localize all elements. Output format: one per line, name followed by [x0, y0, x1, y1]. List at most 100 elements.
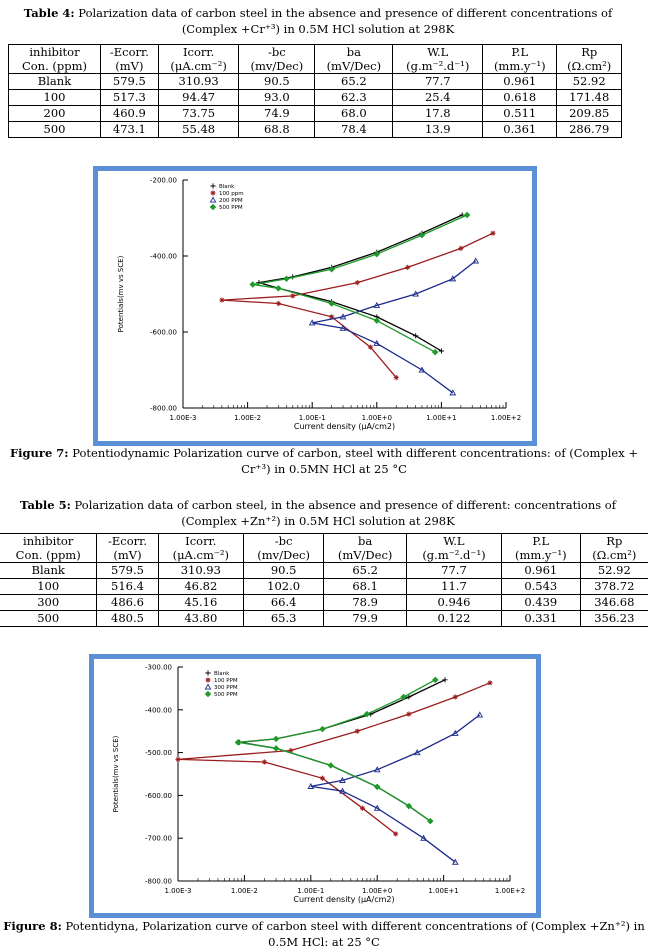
data-table: inhibitor Con. (ppm) -Ecorr. (mV) Icorr. (μA.…: [8, 44, 622, 138]
table-cell: 473.1: [99, 121, 159, 138]
marker: [205, 677, 211, 683]
marker: [373, 250, 381, 258]
header-cell: -bc (mv/Dec): [243, 533, 325, 563]
marker: [427, 817, 434, 825]
table-cell: Blank: [0, 562, 98, 579]
header-cell: ba (mV/Dec): [314, 44, 394, 74]
table-cell: 25.4: [392, 89, 484, 106]
table-cell: 65.2: [314, 73, 394, 90]
table-cell: 460.9: [99, 105, 159, 122]
header-text: Icorr.: [185, 534, 217, 548]
series-line: [252, 214, 468, 353]
header-text: -bc: [268, 45, 286, 59]
table-cell: 78.4: [314, 121, 394, 138]
x-tick-label: 1.00E+1: [426, 414, 456, 422]
table-cell: 0.122: [406, 610, 502, 627]
caption-label: Table 5:: [19, 498, 71, 512]
header-text: (mm.y⁻¹): [493, 59, 546, 73]
figure-frame: -300.00 -400.00 -500.00 -600.00 -700.00 -800.…: [89, 654, 541, 918]
table-row: 100 517.3 94.47 93.0 62.3 25.4 0.618 171.48: [8, 89, 622, 106]
x-tick-label: 1.00E-3: [165, 887, 192, 895]
marker: [406, 711, 412, 717]
table-cell: 68.1: [323, 578, 407, 595]
marker: [204, 690, 212, 698]
table-cell: 500: [8, 121, 101, 138]
legend-label: 100 PPM: [214, 678, 238, 684]
table-cell: 310.93: [157, 562, 245, 579]
table-cell: 73.75: [157, 105, 240, 122]
table-cell: 0.331: [500, 610, 581, 627]
table-caption: Table 5: Polarization data of carbon ste…: [8, 497, 628, 529]
header-text: Icorr.: [182, 45, 215, 59]
table-cell: 0.439: [500, 594, 581, 611]
table-cell: 45.16: [157, 594, 245, 611]
marker: [476, 711, 484, 718]
table-row: 200 460.9 73.75 74.9 68.0 17.8 0.511 209.85: [8, 105, 622, 122]
x-tick-label: 1.00E-3: [170, 414, 197, 422]
table-cell: 74.9: [238, 105, 316, 122]
x-tick-label: 1.00E-2: [234, 414, 261, 422]
chart: -300.00 -400.00 -500.00 -600.00 -700.00 -800.…: [112, 664, 525, 905]
marker: [209, 196, 217, 203]
caption-label: Figure 7:: [9, 446, 69, 460]
y-tick-label: -700.00: [145, 835, 172, 843]
marker: [418, 231, 426, 239]
table-cell: 79.9: [323, 610, 407, 627]
table-row: 500 473.1 55.48 68.8 78.4 13.9 0.361 286.79: [8, 121, 622, 138]
y-tick-label: -500.00: [145, 749, 172, 757]
table-cell: 94.47: [157, 89, 240, 106]
figure-frame: -200.00 -400.00 -600.00 -800.00 1.00E-3 1.00E…: [93, 166, 537, 446]
header-cell: W.L (g.m⁻².d⁻¹): [392, 44, 484, 74]
header-cell: Rp (Ω.cm²): [579, 533, 648, 563]
legend-label: Blank: [214, 671, 230, 677]
header-text: (μA.cm⁻²): [172, 548, 230, 562]
marker: [339, 324, 347, 331]
header-text: Rp: [606, 534, 623, 548]
marker: [329, 314, 335, 320]
header-cell: inhibitor Con. (ppm): [0, 533, 98, 563]
marker: [418, 366, 426, 373]
legend-label: 200 PPM: [219, 198, 243, 204]
table-row: 500 480.5 43.80 65.3 79.9 0.122 0.331 356.23: [0, 610, 648, 627]
marker: [307, 782, 315, 789]
x-tick-label: 1.00E+0: [362, 887, 392, 895]
caption-text: Polarization data of carbon steel, in th…: [74, 498, 616, 528]
marker: [204, 683, 212, 690]
header-cell: -bc (mv/Dec): [238, 44, 316, 74]
header-cell: P.L (mm.y⁻¹): [500, 533, 581, 563]
y-axis-label: Potentials(mv vs SCE): [112, 735, 120, 812]
caption-text: Polarization data of carbon steel in the…: [78, 6, 613, 36]
marker: [490, 230, 496, 236]
series-line: [221, 232, 494, 379]
y-tick-label: -800.00: [150, 405, 177, 413]
marker: [458, 245, 464, 251]
header-text: (Ω.cm²): [592, 548, 637, 562]
marker: [209, 203, 217, 211]
x-tick-label: 1.00E+2: [491, 414, 521, 422]
table-cell: 90.5: [243, 562, 325, 579]
table-cell: Blank: [8, 73, 101, 90]
table-cell: 486.6: [96, 594, 159, 611]
header-row: inhibitor Con. (ppm) -Ecorr. (mV) Icorr. (μA.…: [0, 533, 648, 563]
table-cell: 346.68: [579, 594, 648, 611]
header-text: P.L: [511, 45, 529, 59]
marker: [275, 285, 282, 292]
marker: [373, 766, 381, 773]
marker: [393, 375, 399, 381]
x-axis-label: Current density (μA/cm2): [293, 895, 394, 904]
marker: [438, 348, 444, 354]
header-text: ba: [358, 534, 373, 548]
marker: [413, 749, 421, 756]
y-tick-label: -200.00: [150, 177, 177, 185]
header-cell: P.L (mm.y⁻¹): [482, 44, 558, 74]
table-cell: 356.23: [579, 610, 648, 627]
header-text: (mv/Dec): [250, 59, 304, 73]
marker: [420, 834, 427, 841]
table-cell: 500: [0, 610, 98, 627]
table-cell: 46.82: [157, 578, 245, 595]
marker: [205, 670, 211, 676]
header-text: P.L: [532, 534, 550, 548]
series-line: [258, 214, 463, 352]
marker: [290, 293, 296, 299]
